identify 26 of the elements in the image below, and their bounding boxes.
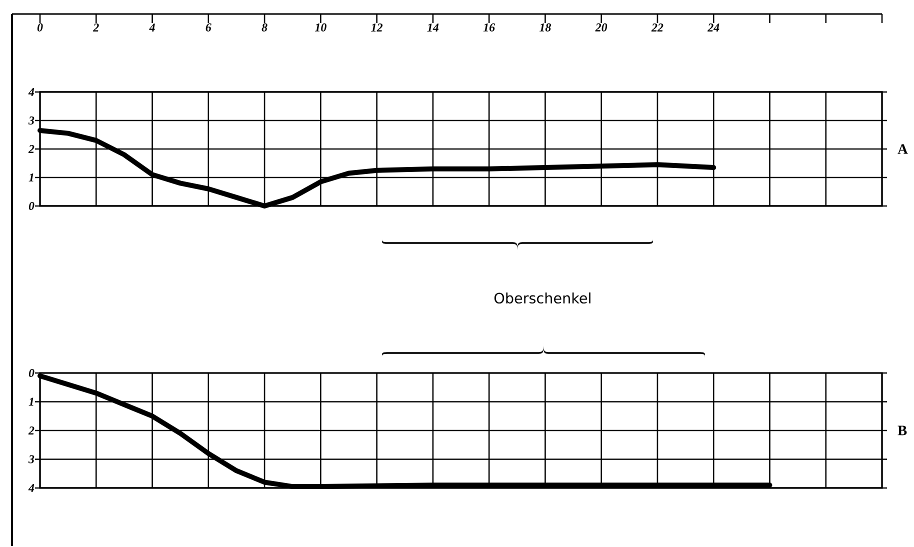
x-tick-label: 20	[595, 23, 608, 32]
x-tick-label: 12	[371, 24, 383, 32]
text: Oberschenkel	[494, 292, 590, 304]
x-tick-label: 0	[37, 23, 43, 32]
y-tick-label: 2	[28, 426, 34, 434]
y-tick-label: 2	[28, 145, 34, 153]
x-tick-label: 18	[540, 23, 552, 32]
y-tick-label: 1	[28, 398, 34, 406]
x-tick-label: 14	[427, 24, 439, 32]
y-tick-label: 4	[28, 484, 34, 492]
y-tick-label: 0	[28, 202, 34, 210]
x-tick-label: 10	[314, 23, 326, 32]
x-tick-label: 4	[149, 24, 155, 32]
text: A	[898, 144, 908, 154]
x-tick-label: 8	[262, 23, 268, 32]
y-tick-label: 1	[28, 174, 34, 182]
x-tick-label: 22	[651, 24, 664, 32]
x-tick-label: 2	[93, 24, 99, 32]
x-tick-label: 24	[707, 24, 720, 32]
y-tick-label: 3	[28, 116, 34, 124]
text: B	[898, 426, 907, 436]
x-tick-label: 16	[483, 23, 496, 32]
y-tick-label: 4	[28, 88, 34, 96]
x-tick-label: 6	[206, 23, 212, 32]
y-tick-label: 0	[28, 368, 34, 378]
y-tick-label: 3	[28, 455, 34, 464]
